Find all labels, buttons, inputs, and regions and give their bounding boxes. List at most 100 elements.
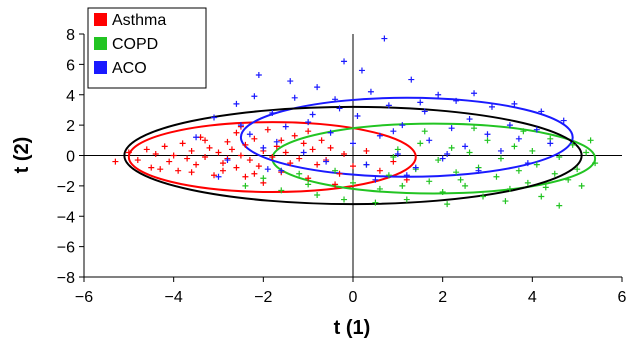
data-point-copd <box>422 128 428 134</box>
data-point-asthma <box>135 157 141 163</box>
data-point-aco <box>417 99 423 105</box>
data-point-asthma <box>202 154 208 160</box>
data-point-aco <box>444 151 450 157</box>
data-point-aco <box>256 72 262 78</box>
legend: AsthmaCOPDACO <box>88 8 206 88</box>
y-tick-label: −2 <box>57 179 75 196</box>
y-tick-label: −4 <box>57 209 75 226</box>
data-point-aco <box>350 140 356 146</box>
data-point-aco <box>287 78 293 84</box>
y-tick-label: 8 <box>66 27 75 44</box>
data-point-copd <box>579 183 585 189</box>
y-axis-title: t (2) <box>11 137 33 174</box>
data-point-aco <box>283 124 289 130</box>
data-point-asthma <box>207 145 213 151</box>
confidence-ellipses <box>124 98 595 204</box>
data-point-asthma <box>242 174 248 180</box>
data-point-copd <box>399 183 405 189</box>
data-point-aco <box>489 104 495 110</box>
data-point-aco <box>301 149 307 155</box>
data-point-copd <box>511 143 517 149</box>
data-point-asthma <box>229 146 235 152</box>
data-point-asthma <box>363 148 369 154</box>
x-tick-label: 2 <box>438 289 447 306</box>
data-point-aco <box>449 125 455 131</box>
data-point-aco <box>233 101 239 107</box>
data-point-aco <box>247 131 253 137</box>
data-point-copd <box>444 201 450 207</box>
x-tick-label: −6 <box>75 289 93 306</box>
y-tick-label: 6 <box>66 57 75 74</box>
data-point-copd <box>471 125 477 131</box>
data-point-asthma <box>328 145 334 151</box>
data-point-asthma <box>310 146 316 152</box>
data-point-aco <box>354 113 360 119</box>
data-point-asthma <box>341 151 347 157</box>
data-point-aco <box>381 36 387 42</box>
data-point-copd <box>556 203 562 209</box>
data-point-aco <box>462 143 468 149</box>
data-point-asthma <box>224 139 230 145</box>
data-point-copd <box>525 180 531 186</box>
data-point-asthma <box>193 162 199 168</box>
data-point-asthma <box>157 166 163 172</box>
data-point-copd <box>426 178 432 184</box>
data-point-asthma <box>251 171 257 177</box>
data-point-aco <box>314 84 320 90</box>
data-point-copd <box>529 148 535 154</box>
data-point-asthma <box>283 149 289 155</box>
data-point-aco <box>471 90 477 96</box>
data-point-copd <box>498 156 504 162</box>
data-point-asthma <box>180 140 186 146</box>
data-point-aco <box>498 148 504 154</box>
data-point-aco <box>395 151 401 157</box>
data-point-asthma <box>377 168 383 174</box>
data-point-copd <box>458 177 464 183</box>
data-point-copd <box>485 137 491 143</box>
data-point-copd <box>314 192 320 198</box>
x-tick-label: −2 <box>254 289 272 306</box>
data-point-copd <box>341 197 347 203</box>
data-point-aco <box>399 122 405 128</box>
y-tick-label: 2 <box>66 118 75 135</box>
data-point-aco <box>265 166 271 172</box>
legend-swatch-copd <box>94 37 107 50</box>
data-point-copd <box>305 181 311 187</box>
x-tick-label: 4 <box>528 289 537 306</box>
data-point-aco <box>251 93 257 99</box>
data-point-aco <box>341 58 347 64</box>
legend-swatch-aco <box>94 61 107 74</box>
data-point-asthma <box>301 140 307 146</box>
data-point-aco <box>363 162 369 168</box>
data-point-asthma <box>238 153 244 159</box>
x-tick-label: 6 <box>618 289 627 306</box>
data-point-aco <box>408 77 414 83</box>
data-point-asthma <box>292 133 298 139</box>
data-point-copd <box>417 140 423 146</box>
data-point-asthma <box>233 165 239 171</box>
data-point-asthma <box>148 165 154 171</box>
data-point-copd <box>462 183 468 189</box>
data-point-asthma <box>233 130 239 136</box>
data-point-copd <box>390 154 396 160</box>
data-point-asthma <box>184 156 190 162</box>
data-point-copd <box>543 184 549 190</box>
data-point-copd <box>588 137 594 143</box>
data-point-asthma <box>319 137 325 143</box>
legend-swatch-asthma <box>94 13 107 26</box>
data-point-copd <box>296 171 302 177</box>
data-point-aco <box>193 134 199 140</box>
legend-label-copd: COPD <box>112 36 158 53</box>
data-point-aco <box>260 145 266 151</box>
data-point-asthma <box>247 157 253 163</box>
x-axis-title: t (1) <box>334 317 371 339</box>
data-point-asthma <box>162 143 168 149</box>
data-point-copd <box>467 149 473 155</box>
data-point-asthma <box>305 128 311 134</box>
data-point-copd <box>449 145 455 151</box>
data-point-copd <box>552 171 558 177</box>
data-point-asthma <box>350 163 356 169</box>
data-point-asthma <box>112 159 118 165</box>
data-point-aco <box>426 137 432 143</box>
